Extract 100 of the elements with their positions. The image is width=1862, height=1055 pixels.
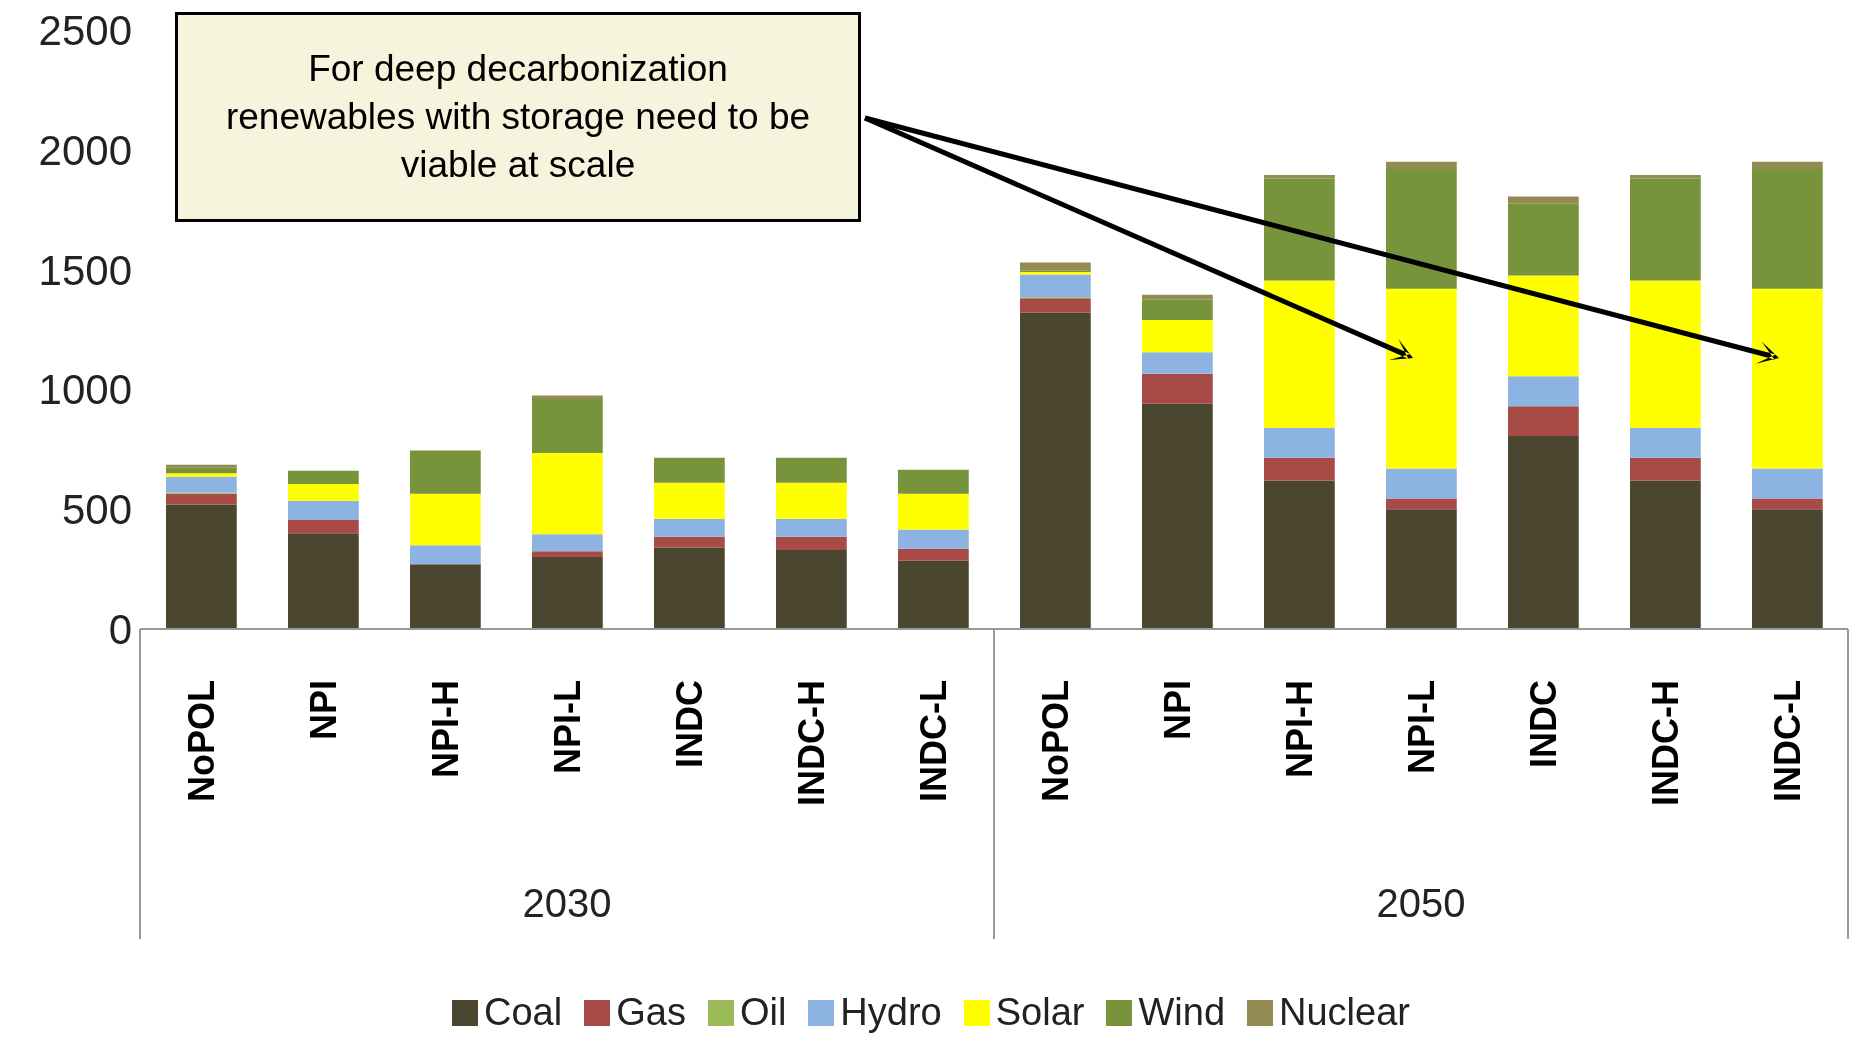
y-tick-label: 1000 (38, 366, 132, 414)
y-tick-label: 500 (61, 486, 132, 534)
x-tick-label: NPI-L (1401, 680, 1442, 774)
x-tick-label: INDC-H (791, 680, 832, 806)
bar (1386, 161, 1457, 169)
bar (1386, 168, 1457, 289)
bar (1264, 457, 1335, 481)
bar (776, 536, 847, 550)
bar (1630, 174, 1701, 179)
bar (1142, 352, 1213, 374)
bar (166, 473, 237, 477)
bar (410, 493, 481, 546)
x-tick-label: NoPOL (1035, 680, 1076, 802)
y-tick-label: 0 (108, 605, 132, 653)
bar (166, 476, 237, 493)
y-tick-label: 1500 (38, 246, 132, 294)
bar (1142, 373, 1213, 404)
bar (288, 484, 359, 501)
x-tick-label: INDC-L (913, 680, 954, 802)
x-tick-label: NPI-H (425, 680, 466, 778)
bar (776, 549, 847, 629)
bar (288, 470, 359, 485)
bar (410, 545, 481, 565)
bar (288, 519, 359, 534)
bar (1752, 468, 1823, 499)
bar (1020, 298, 1091, 313)
bar (1386, 288, 1457, 469)
bar (166, 467, 237, 474)
bar (1508, 196, 1579, 204)
bar (898, 469, 969, 494)
bar (410, 564, 481, 629)
bar (654, 536, 725, 548)
bar (1630, 280, 1701, 428)
x-tick-label: INDC (669, 680, 710, 768)
y-tick-label: 2500 (38, 6, 132, 54)
bar (410, 450, 481, 494)
bar (654, 547, 725, 629)
bar (1752, 288, 1823, 469)
bar (1508, 275, 1579, 377)
bar (1020, 312, 1091, 629)
bar (532, 534, 603, 552)
x-tick-label: NoPOL (181, 680, 222, 802)
legend-label: Hydro (840, 991, 942, 1034)
bar (1020, 262, 1091, 271)
bar (532, 452, 603, 535)
bar (1142, 319, 1213, 353)
bar (1020, 274, 1091, 298)
bar (1264, 427, 1335, 458)
bar (654, 482, 725, 519)
y-tick-label: 2000 (38, 126, 132, 174)
bar (898, 493, 969, 530)
bar (1264, 280, 1335, 428)
bar (1264, 174, 1335, 179)
text: 2030 (522, 881, 612, 925)
bar (898, 548, 969, 561)
x-tick-label: INDC-H (1645, 680, 1686, 806)
bar (1630, 457, 1701, 481)
bar (1508, 203, 1579, 276)
x-tick-label: NPI (1157, 680, 1198, 741)
bar (1752, 161, 1823, 169)
bar (776, 482, 847, 519)
bar (532, 395, 603, 399)
bar (1142, 294, 1213, 300)
bar (532, 551, 603, 558)
bar (532, 557, 603, 629)
legend-label: Coal (484, 991, 563, 1034)
bar (1508, 436, 1579, 629)
x-tick-label: NPI (303, 680, 344, 741)
bar (1386, 498, 1457, 510)
bar (166, 493, 237, 505)
bar (1508, 376, 1579, 407)
bar (776, 457, 847, 483)
legend-label: Solar (995, 991, 1085, 1034)
bar (654, 457, 725, 483)
bar (776, 518, 847, 537)
x-tick-label: NPI-H (1279, 680, 1320, 778)
bar (1630, 427, 1701, 458)
legend-label: Wind (1138, 991, 1226, 1034)
legend-label: Nuclear (1279, 991, 1410, 1034)
bar (1630, 480, 1701, 629)
bar (654, 518, 725, 537)
bar (288, 500, 359, 520)
legend-label: Gas (616, 991, 686, 1034)
text: 2050 (1376, 881, 1466, 925)
legend-label: Oil (739, 991, 787, 1034)
bar (1752, 509, 1823, 629)
bar (898, 560, 969, 629)
bar (1142, 299, 1213, 320)
bar (166, 504, 237, 629)
bar (1630, 178, 1701, 281)
bar (898, 529, 969, 549)
x-tick-label: INDC (1523, 680, 1564, 768)
bar (1264, 480, 1335, 629)
bar (1508, 406, 1579, 437)
x-tick-label: INDC-L (1767, 680, 1808, 802)
bar (1386, 468, 1457, 499)
bar (1264, 178, 1335, 281)
bar (532, 398, 603, 453)
bar (1142, 403, 1213, 629)
bar (1752, 498, 1823, 510)
